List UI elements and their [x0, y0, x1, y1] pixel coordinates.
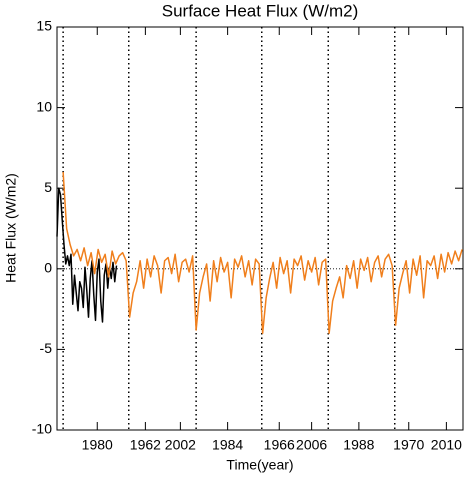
- x-tick-label: 2002: [165, 437, 196, 453]
- x-tick-label: 1988: [343, 437, 374, 453]
- x-tick-label: 1970: [393, 437, 424, 453]
- y-tick-label: 0: [44, 260, 52, 276]
- x-tick-label: 1980: [82, 437, 113, 453]
- series-line: [62, 172, 463, 335]
- plot-frame: [56, 26, 464, 431]
- x-tick-label: 2010: [431, 437, 462, 453]
- y-tick-label: 15: [36, 18, 52, 34]
- chart-title: Surface Heat Flux (W/m2): [162, 1, 359, 20]
- y-tick-label: -10: [32, 421, 52, 437]
- x-tick-label: 2006: [296, 437, 327, 453]
- y-tick-label: 5: [44, 179, 52, 195]
- x-tick-label: 1984: [212, 437, 243, 453]
- y-tick-label: 10: [36, 98, 52, 114]
- series-line: [56, 187, 118, 323]
- x-axis-label: Time(year): [226, 457, 293, 473]
- y-axis-label: Heat Flux (W/m2): [3, 173, 19, 283]
- y-tick-label: -5: [40, 340, 53, 356]
- x-tick-label: 1966: [264, 437, 295, 453]
- x-tick-label: 1962: [130, 437, 161, 453]
